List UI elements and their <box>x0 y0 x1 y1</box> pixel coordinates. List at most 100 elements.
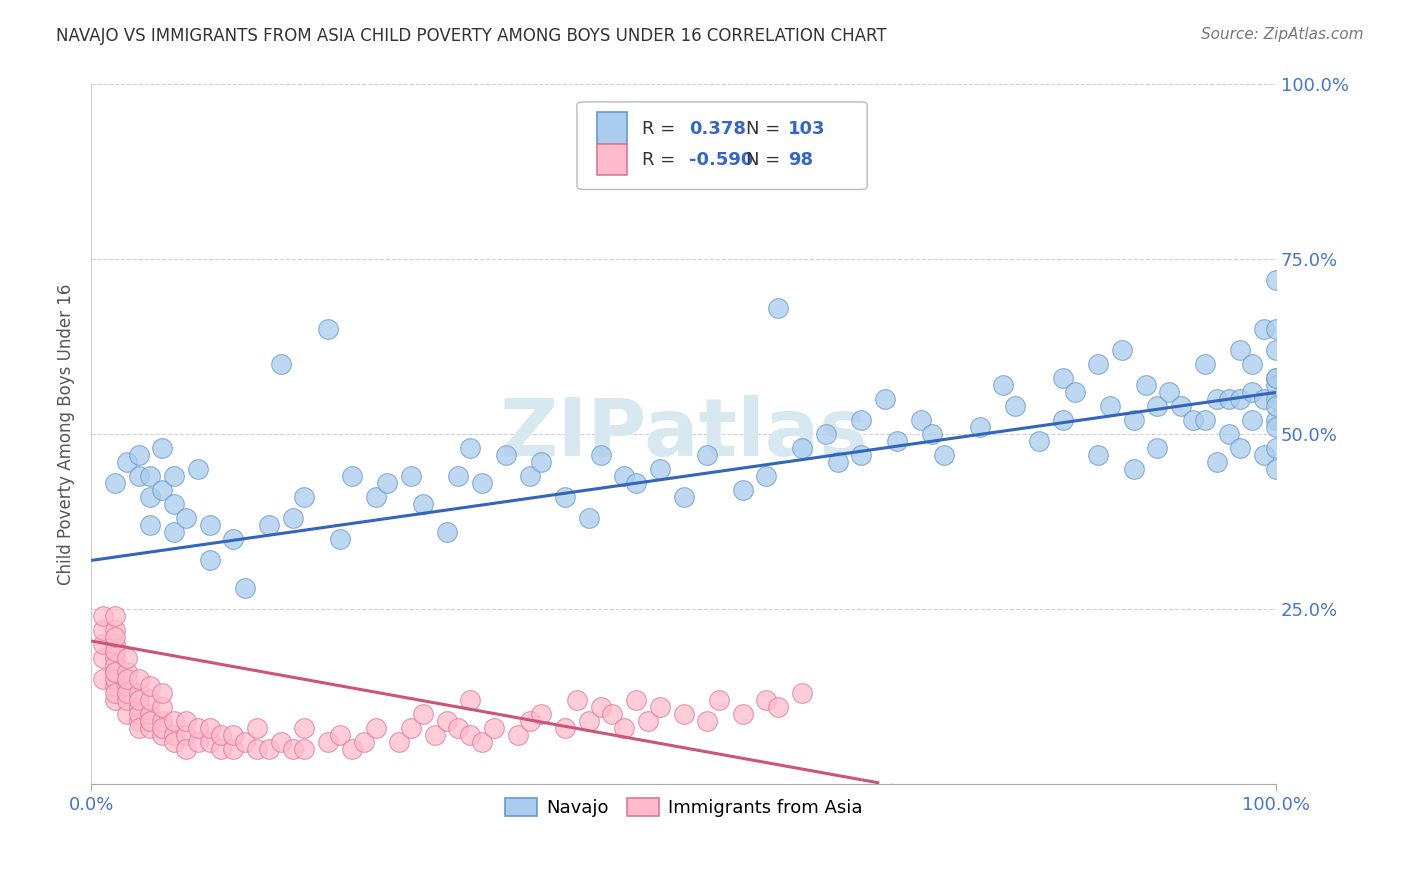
Point <box>1229 343 1251 358</box>
Point <box>91 637 114 651</box>
Text: 98: 98 <box>787 151 813 169</box>
Point <box>233 582 256 596</box>
Point <box>128 707 150 722</box>
Point <box>436 525 458 540</box>
Legend: Navajo, Immigrants from Asia: Navajo, Immigrants from Asia <box>498 790 870 824</box>
Point <box>1205 392 1227 407</box>
Point <box>589 700 612 714</box>
Point <box>814 427 837 442</box>
Point <box>104 658 127 673</box>
Point <box>1265 378 1288 392</box>
Point <box>707 693 730 707</box>
Point <box>115 693 138 707</box>
Text: R =: R = <box>643 151 675 169</box>
Point <box>91 673 114 687</box>
Point <box>851 413 873 427</box>
Point <box>910 413 932 427</box>
Point <box>1111 343 1133 358</box>
Point <box>150 722 173 736</box>
Point <box>602 707 624 722</box>
Point <box>150 483 173 498</box>
Point <box>316 322 339 336</box>
Point <box>458 728 481 742</box>
Point <box>104 665 127 680</box>
Point <box>128 693 150 707</box>
Point <box>222 533 245 547</box>
Point <box>91 624 114 638</box>
Point <box>198 518 221 533</box>
Point <box>222 742 245 756</box>
Point <box>755 469 778 483</box>
Point <box>1265 322 1288 336</box>
Y-axis label: Child Poverty Among Boys Under 16: Child Poverty Among Boys Under 16 <box>58 284 75 585</box>
Point <box>1182 413 1205 427</box>
Point <box>139 491 162 505</box>
Point <box>672 491 695 505</box>
Text: -0.590: -0.590 <box>689 151 754 169</box>
Point <box>198 722 221 736</box>
Text: NAVAJO VS IMMIGRANTS FROM ASIA CHILD POVERTY AMONG BOYS UNDER 16 CORRELATION CHA: NAVAJO VS IMMIGRANTS FROM ASIA CHILD POV… <box>56 27 887 45</box>
Point <box>1052 413 1074 427</box>
Point <box>1241 358 1264 372</box>
Point <box>921 427 943 442</box>
Point <box>1265 392 1288 407</box>
Point <box>696 449 718 463</box>
Point <box>115 651 138 665</box>
Point <box>364 722 387 736</box>
Point <box>128 714 150 729</box>
Point <box>128 469 150 483</box>
Point <box>519 469 541 483</box>
Point <box>150 686 173 700</box>
Point <box>1265 371 1288 385</box>
Point <box>115 665 138 680</box>
Point <box>648 462 671 476</box>
Point <box>104 637 127 651</box>
Point <box>1265 442 1288 456</box>
Point <box>163 525 186 540</box>
Point <box>91 609 114 624</box>
Point <box>1146 400 1168 414</box>
Point <box>270 735 292 749</box>
Text: ZIPatlas: ZIPatlas <box>499 395 868 474</box>
Point <box>648 700 671 714</box>
Point <box>1170 400 1192 414</box>
Point <box>128 673 150 687</box>
Point <box>790 686 813 700</box>
Point <box>399 722 422 736</box>
Point <box>104 665 127 680</box>
Point <box>211 728 233 742</box>
Bar <box>598 112 627 144</box>
Point <box>790 442 813 456</box>
Point <box>281 511 304 525</box>
Point <box>174 728 197 742</box>
Point <box>1253 449 1275 463</box>
Point <box>1265 462 1288 476</box>
Point <box>530 707 553 722</box>
Point <box>174 511 197 525</box>
Point <box>1052 371 1074 385</box>
Point <box>423 728 446 742</box>
Point <box>993 378 1015 392</box>
Point <box>1241 385 1264 400</box>
Point <box>969 420 991 434</box>
Point <box>104 680 127 694</box>
Point <box>873 392 896 407</box>
Point <box>1265 420 1288 434</box>
Text: 0.378: 0.378 <box>689 120 747 137</box>
Point <box>1146 442 1168 456</box>
Point <box>471 476 494 491</box>
Point <box>589 449 612 463</box>
Text: Source: ZipAtlas.com: Source: ZipAtlas.com <box>1201 27 1364 42</box>
Point <box>1004 400 1026 414</box>
Point <box>270 358 292 372</box>
Point <box>115 455 138 469</box>
Point <box>827 455 849 469</box>
Point <box>1063 385 1085 400</box>
Point <box>187 722 209 736</box>
Point <box>91 651 114 665</box>
Point <box>565 693 588 707</box>
Point <box>198 553 221 567</box>
Point <box>174 714 197 729</box>
Text: R =: R = <box>643 120 675 137</box>
Point <box>471 735 494 749</box>
